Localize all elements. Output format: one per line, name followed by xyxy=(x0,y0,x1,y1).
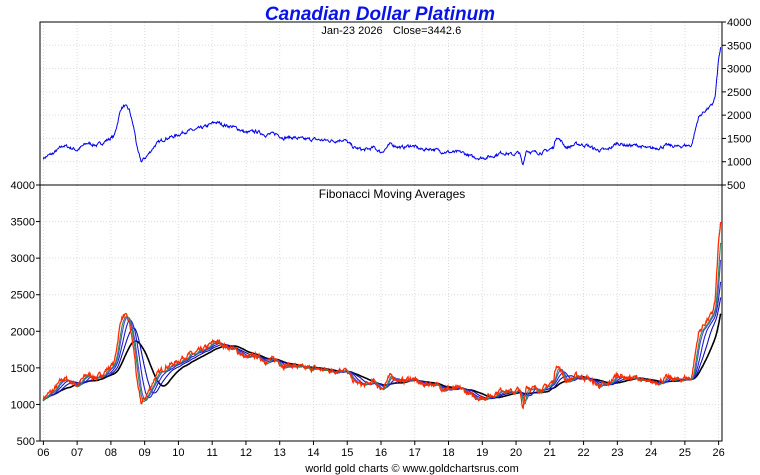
x-tick-label: 20 xyxy=(510,447,522,459)
price-line xyxy=(42,47,722,166)
x-tick-label: 19 xyxy=(476,447,488,459)
y-tick-label: 2500 xyxy=(727,87,751,99)
chart-close-label: Close=3442.6 xyxy=(393,25,461,37)
y-tick-label: 1000 xyxy=(11,399,35,411)
x-tick-label: 06 xyxy=(37,447,49,459)
y-tick-label: 1000 xyxy=(727,157,751,169)
y-tick-label: 2500 xyxy=(11,290,35,302)
y-tick-label: 3000 xyxy=(11,253,35,265)
y-tick-label: 3000 xyxy=(727,64,751,76)
x-tick-label: 13 xyxy=(274,447,286,459)
x-tick-label: 08 xyxy=(105,447,117,459)
x-tick-label: 21 xyxy=(544,447,556,459)
y-tick-label: 2000 xyxy=(11,326,35,338)
x-tick-label: 15 xyxy=(341,447,353,459)
panel-title-moving-averages: Fibonacci Moving Averages xyxy=(319,187,466,201)
chart-title: Canadian Dollar Platinum xyxy=(265,4,495,25)
x-tick-label: 14 xyxy=(307,447,319,459)
x-tick-label: 23 xyxy=(611,447,623,459)
y-tick-label: 3500 xyxy=(11,217,35,229)
chart-date-label: Jan-23 2026 xyxy=(321,25,382,37)
x-tick-label: 18 xyxy=(442,447,454,459)
y-tick-label: 4000 xyxy=(727,17,751,29)
price-line-red xyxy=(42,222,722,410)
price-panel: 4000 3500 3000 2500 2000 1500 1000 500 xyxy=(39,17,751,192)
x-tick-label: 24 xyxy=(645,447,657,459)
x-tick-label: 07 xyxy=(71,447,83,459)
x-tick-label: 22 xyxy=(577,447,589,459)
y-tick-label: 500 xyxy=(727,180,745,192)
y-tick-label: 4000 xyxy=(11,180,35,192)
y-tick-label: 1500 xyxy=(727,133,751,145)
x-tick-label: 17 xyxy=(409,447,421,459)
x-tick-label: 11 xyxy=(206,447,217,459)
x-tick-label: 12 xyxy=(240,447,252,459)
y-tick-label: 3500 xyxy=(727,40,751,52)
x-tick-label: 16 xyxy=(375,447,387,459)
x-tick-label: 26 xyxy=(712,447,724,459)
y-tick-label: 2000 xyxy=(727,110,751,122)
y-tick-label: 500 xyxy=(17,436,35,448)
footer-credit: world gold charts © www.goldchartsrus.co… xyxy=(304,463,519,475)
x-tick-label: 25 xyxy=(679,447,691,459)
x-tick-label: 09 xyxy=(139,447,151,459)
x-tick-label: 10 xyxy=(172,447,184,459)
y-tick-label: 1500 xyxy=(11,363,35,375)
grid-lines xyxy=(40,21,722,186)
